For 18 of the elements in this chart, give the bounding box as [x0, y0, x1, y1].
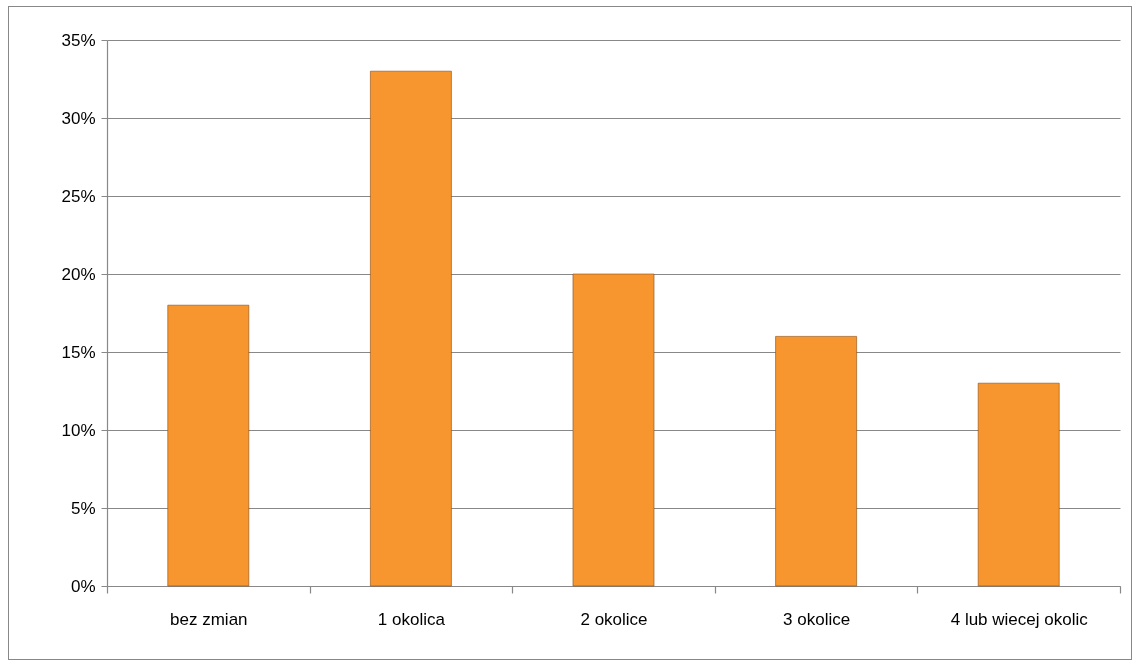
- y-tick-label: 10%: [61, 420, 96, 440]
- bar: [167, 304, 250, 587]
- x-tick-label: 1 okolica: [377, 609, 446, 629]
- y-tick-label: 20%: [61, 264, 96, 284]
- bar: [572, 273, 655, 587]
- y-tick-label: 0%: [70, 576, 96, 596]
- y-tick-label: 5%: [70, 498, 96, 518]
- y-tick-label: 35%: [61, 30, 96, 50]
- x-tick-label: 4 lub wiecej okolic: [950, 609, 1089, 629]
- bar: [977, 382, 1060, 587]
- y-tick-label: 15%: [61, 342, 96, 362]
- bar: [370, 70, 452, 587]
- x-tick-label: 2 okolice: [580, 609, 648, 629]
- bar: [775, 336, 857, 587]
- y-tick-label: 25%: [61, 186, 96, 206]
- x-tick-label: bez zmian: [170, 609, 248, 629]
- y-tick-label: 30%: [61, 108, 96, 128]
- x-tick-label: 3 okolice: [783, 609, 851, 629]
